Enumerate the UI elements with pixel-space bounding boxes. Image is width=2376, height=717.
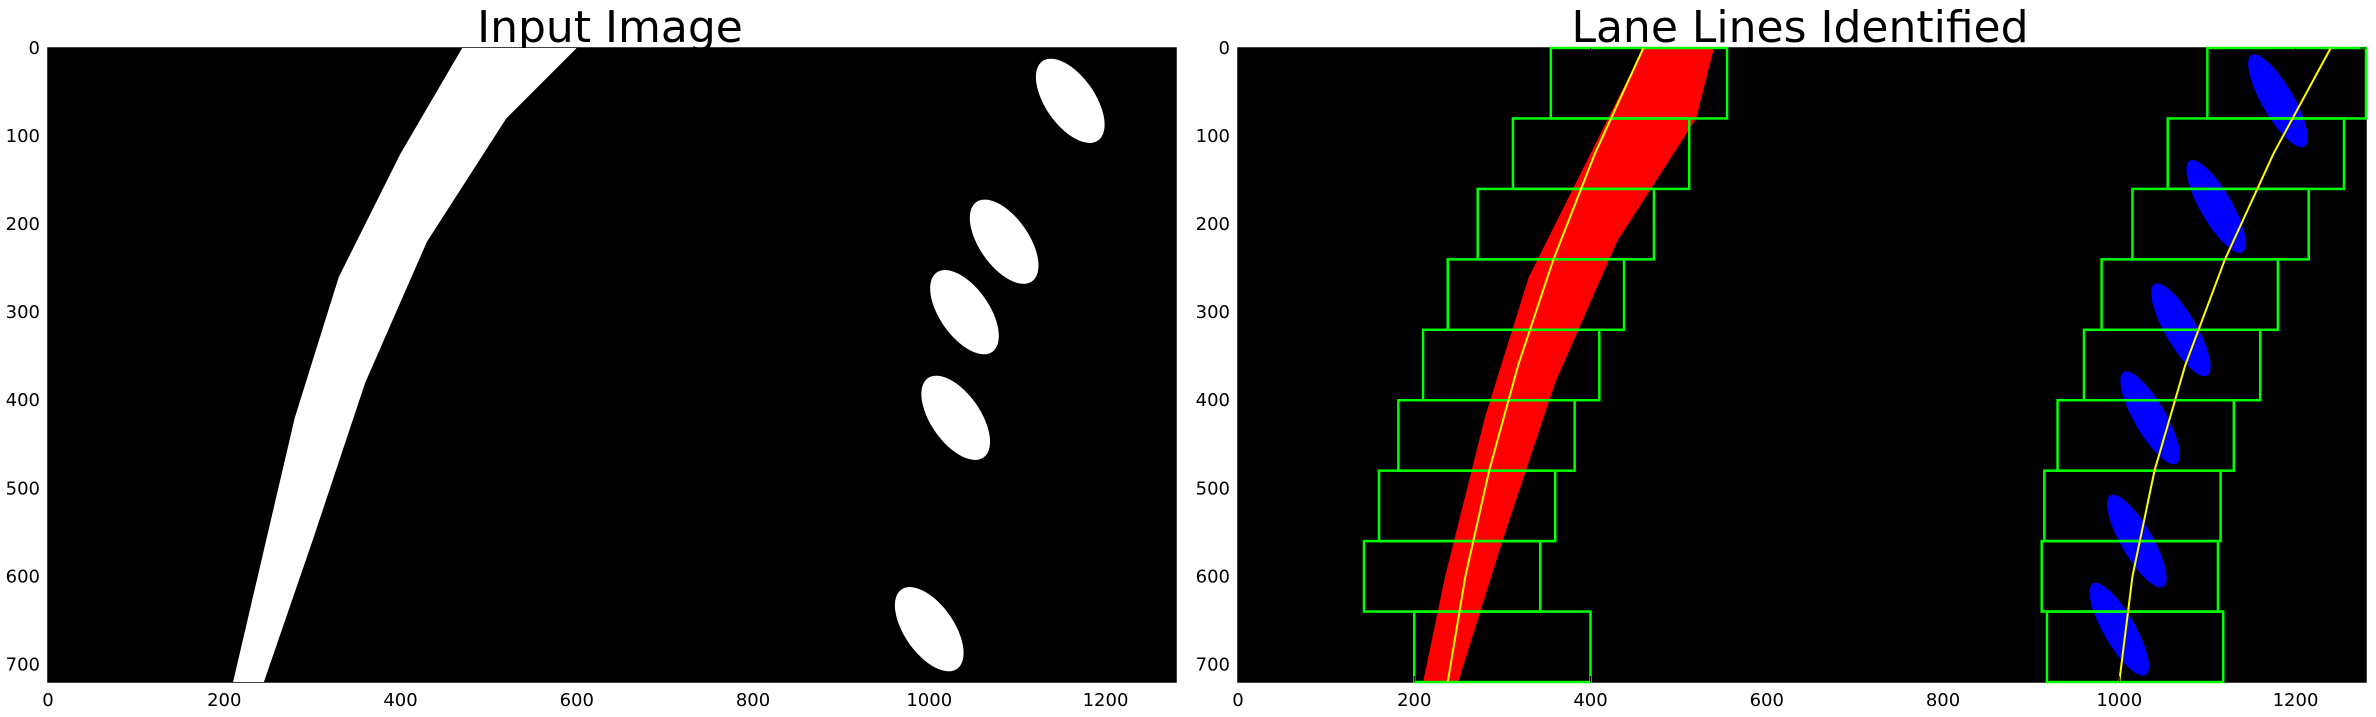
y-tick-label: 700 bbox=[1196, 654, 1230, 675]
panel-title: Lane Lines Identified bbox=[1571, 2, 2028, 53]
x-tick-label: 200 bbox=[1397, 690, 1431, 711]
plot-area bbox=[47, 47, 1177, 683]
y-ticks: 0 100 200 300 400 500 600 700 bbox=[6, 38, 1176, 675]
y-tick-label: 300 bbox=[1196, 302, 1230, 323]
fit-lines bbox=[1446, 47, 2332, 683]
plot-area bbox=[1237, 47, 2367, 683]
y-tick-label: 500 bbox=[1196, 478, 1230, 499]
y-tick-label: 200 bbox=[1196, 214, 1230, 235]
panel-title: Input Image bbox=[477, 2, 743, 53]
y-tick-label: 400 bbox=[6, 390, 40, 411]
left-lane-pixels bbox=[1423, 48, 1714, 682]
input-pixels bbox=[233, 48, 1105, 682]
left-search-window bbox=[1549, 46, 1729, 120]
left-lane-pixels bbox=[233, 48, 577, 682]
x-tick-label: 400 bbox=[1573, 690, 1607, 711]
right-lane-blob bbox=[2120, 371, 2180, 465]
y-tick-label: 700 bbox=[6, 654, 40, 675]
x-tick-label: 800 bbox=[736, 690, 770, 711]
y-tick-label: 0 bbox=[29, 38, 40, 59]
x-ticks: 0 200 400 600 800 1000 1200 bbox=[42, 48, 1128, 711]
x-tick-label: 600 bbox=[1750, 690, 1784, 711]
y-tick-label: 0 bbox=[1219, 38, 1230, 59]
y-tick-label: 100 bbox=[1196, 126, 1230, 147]
right-lane-blob bbox=[2248, 54, 2308, 148]
x-tick-label: 0 bbox=[1232, 690, 1243, 711]
x-tick-label: 200 bbox=[207, 690, 241, 711]
right-fit-line bbox=[2118, 47, 2332, 683]
x-ticks: 0 200 400 600 800 1000 1200 bbox=[1232, 48, 2318, 711]
x-tick-label: 0 bbox=[42, 690, 53, 711]
right-lane-blob bbox=[930, 270, 999, 355]
x-tick-label: 600 bbox=[560, 690, 594, 711]
panel-input-image: Input Image 0 200 400 600 800 1000 1200 0 100 20… bbox=[6, 2, 1177, 711]
y-tick-label: 600 bbox=[6, 566, 40, 587]
y-tick-label: 500 bbox=[6, 478, 40, 499]
x-tick-label: 1200 bbox=[1083, 690, 1129, 711]
y-tick-label: 100 bbox=[6, 126, 40, 147]
y-tick-label: 300 bbox=[6, 302, 40, 323]
y-ticks: 0 100 200 300 400 500 600 700 bbox=[1196, 38, 2366, 675]
search-windows bbox=[1362, 46, 2368, 684]
x-tick-label: 1000 bbox=[906, 690, 952, 711]
x-tick-label: 1200 bbox=[2273, 690, 2319, 711]
y-tick-label: 600 bbox=[1196, 566, 1230, 587]
right-lane-blob bbox=[2089, 582, 2150, 676]
x-tick-label: 800 bbox=[1926, 690, 1960, 711]
right-lane-blob bbox=[894, 587, 964, 672]
right-lane-blob bbox=[969, 199, 1039, 284]
right-lane-blob bbox=[921, 375, 991, 460]
left-fit-line bbox=[1446, 47, 1645, 683]
panel-lane-lines: Lane Lines Identified 0 200 400 600 800 1000 1… bbox=[1196, 2, 2368, 711]
right-search-window bbox=[2206, 46, 2368, 120]
right-lane-blob bbox=[1035, 58, 1105, 143]
y-tick-label: 400 bbox=[1196, 390, 1230, 411]
x-tick-label: 1000 bbox=[2096, 690, 2142, 711]
y-tick-label: 200 bbox=[6, 214, 40, 235]
x-tick-label: 400 bbox=[383, 690, 417, 711]
right-lane-blob bbox=[2186, 160, 2246, 253]
